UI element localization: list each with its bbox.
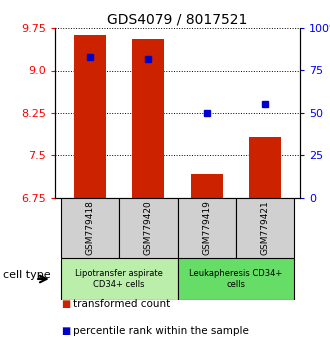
Bar — [61, 198, 119, 258]
Bar — [132, 39, 164, 198]
Title: GDS4079 / 8017521: GDS4079 / 8017521 — [107, 13, 248, 27]
Bar — [119, 198, 178, 258]
Bar — [61, 258, 178, 300]
Text: GSM779421: GSM779421 — [260, 201, 270, 255]
Text: cell type: cell type — [3, 270, 51, 280]
Text: GSM779419: GSM779419 — [202, 201, 211, 256]
Text: GSM779418: GSM779418 — [85, 201, 94, 256]
Text: GSM779420: GSM779420 — [144, 201, 153, 255]
Text: Lipotransfer aspirate
CD34+ cells: Lipotransfer aspirate CD34+ cells — [75, 269, 163, 289]
Bar — [236, 198, 294, 258]
Text: ■: ■ — [61, 299, 70, 309]
Bar — [249, 137, 281, 198]
Bar — [74, 35, 106, 198]
Bar — [178, 258, 294, 300]
Text: ■: ■ — [61, 326, 70, 336]
Text: Leukapheresis CD34+
cells: Leukapheresis CD34+ cells — [189, 269, 282, 289]
Bar — [178, 198, 236, 258]
Bar — [191, 173, 223, 198]
Text: percentile rank within the sample: percentile rank within the sample — [73, 326, 248, 336]
Text: transformed count: transformed count — [73, 299, 170, 309]
